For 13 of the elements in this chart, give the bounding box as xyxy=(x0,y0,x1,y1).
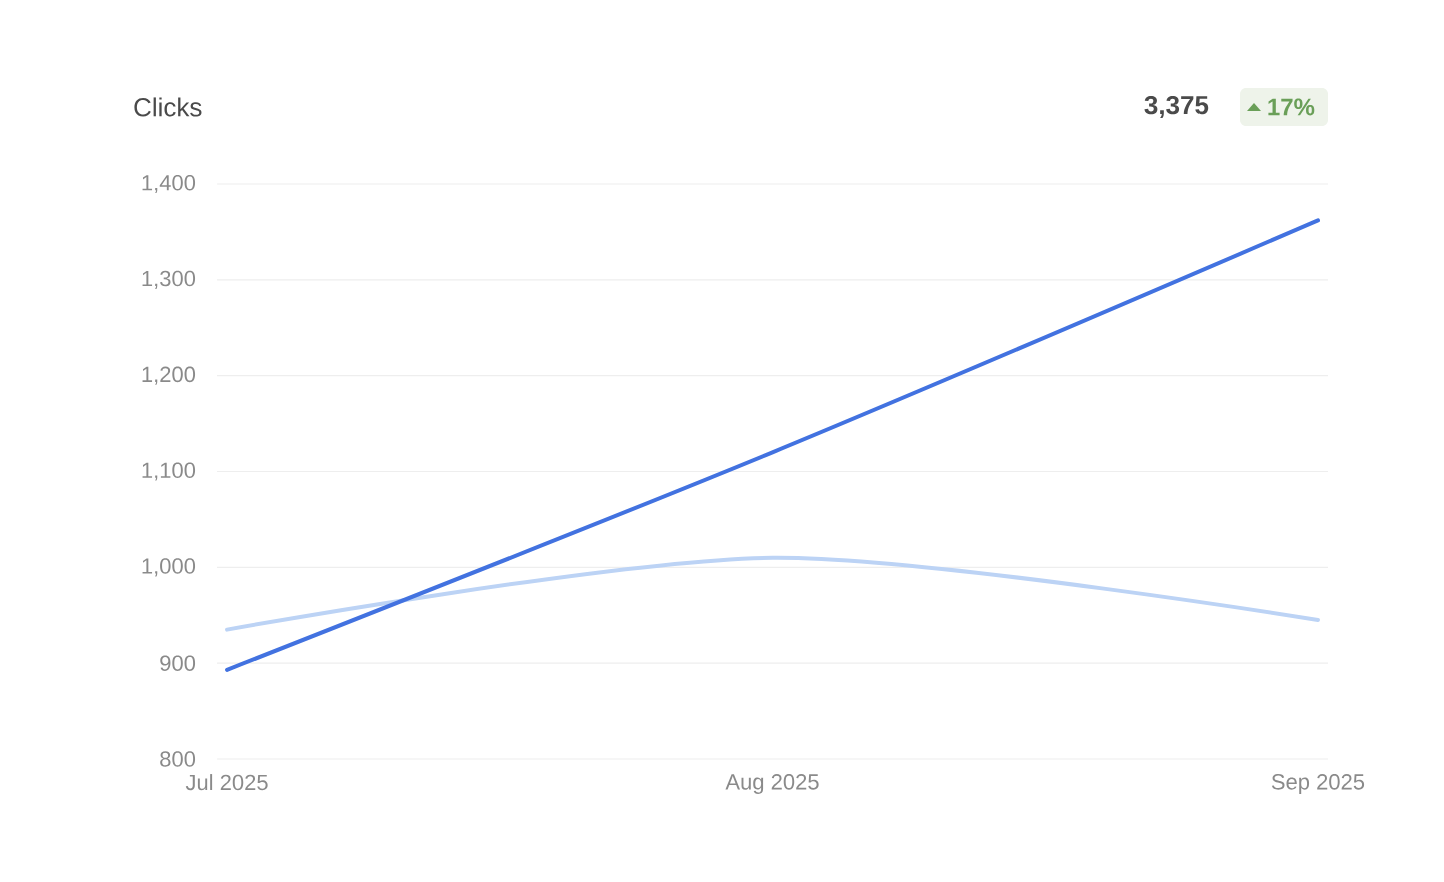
y-tick-label: 1,000 xyxy=(142,558,196,577)
y-tick-label: 900 xyxy=(160,655,196,671)
x-tick-label: Jul 2025 xyxy=(185,774,268,791)
x-tick-label: Aug 2025 xyxy=(725,774,819,794)
y-tick-label: 1,400 xyxy=(142,174,196,194)
y-tick-label: 1,300 xyxy=(142,270,196,289)
y-tick-label: 1,200 xyxy=(142,366,196,385)
text: 17% xyxy=(1268,98,1315,116)
text: 3,375 xyxy=(1144,95,1209,119)
y-tick-label: 800 xyxy=(160,751,196,767)
x-tick-label: Sep 2025 xyxy=(1271,774,1365,794)
y-tick-label: 1,100 xyxy=(142,462,196,481)
chart-title: Clicks xyxy=(134,97,202,117)
